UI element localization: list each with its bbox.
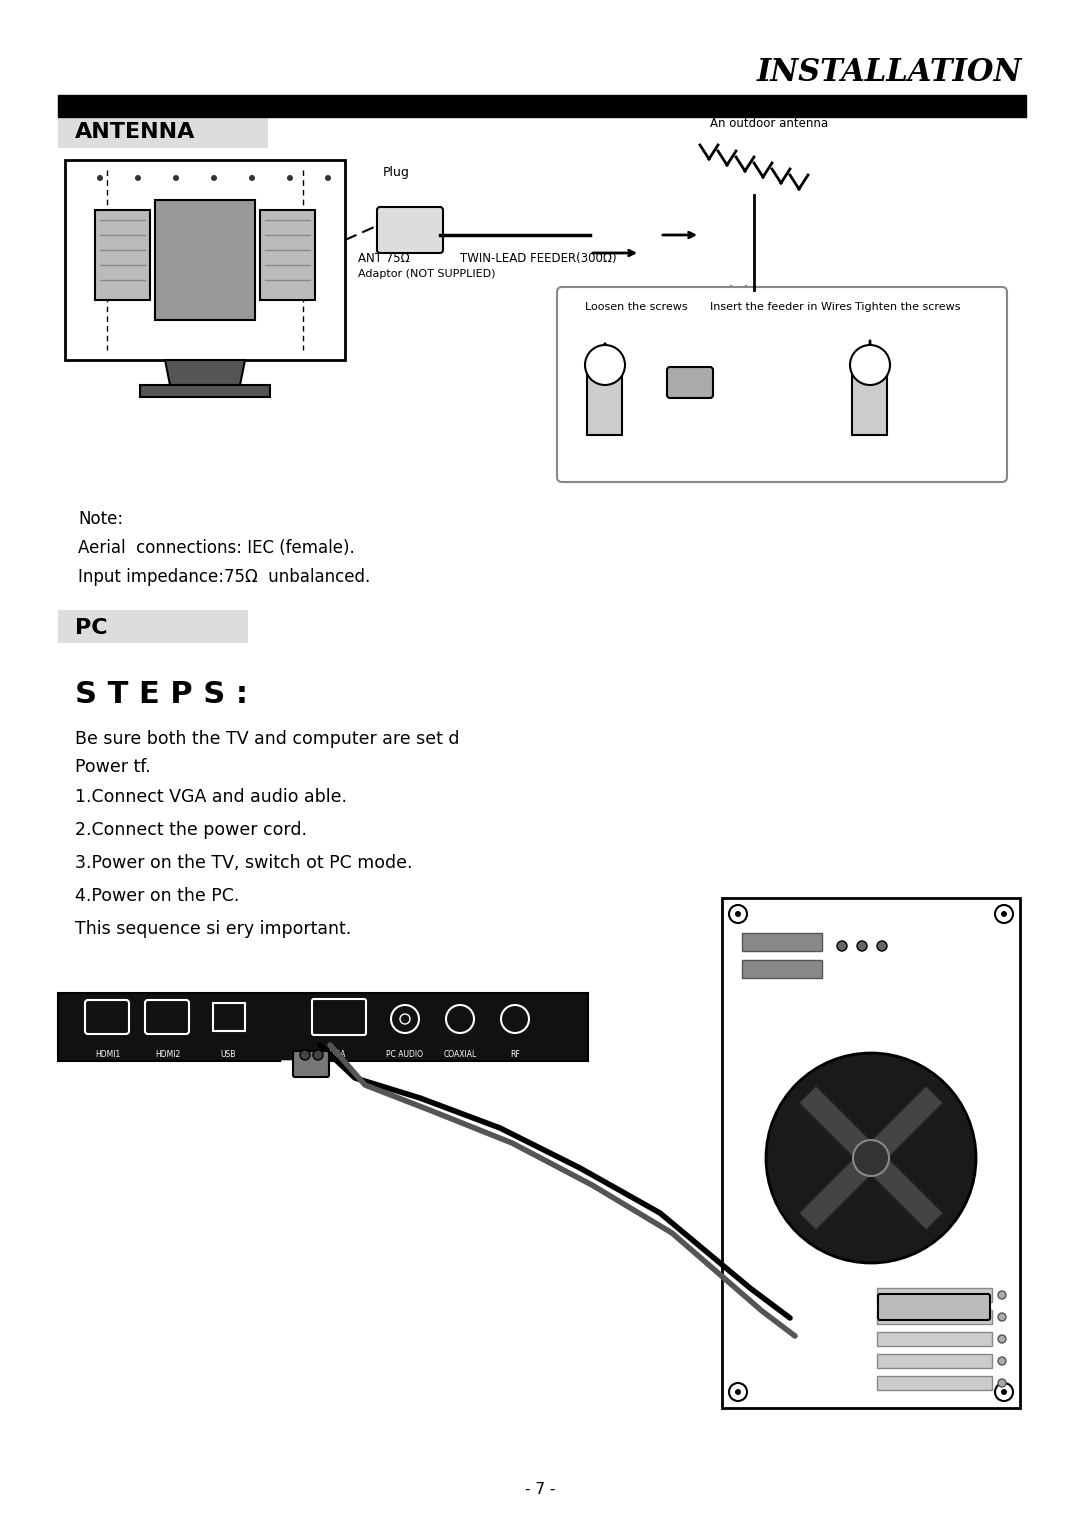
Bar bbox=[742, 961, 822, 977]
FancyBboxPatch shape bbox=[557, 287, 1007, 483]
Bar bbox=[877, 1375, 993, 1390]
Text: Plug: Plug bbox=[383, 166, 410, 179]
Text: S T E P S :: S T E P S : bbox=[75, 679, 248, 710]
Circle shape bbox=[837, 941, 847, 952]
Circle shape bbox=[858, 941, 867, 952]
Circle shape bbox=[998, 1334, 1005, 1344]
Text: ANTENNA: ANTENNA bbox=[75, 123, 195, 142]
Bar bbox=[742, 934, 822, 952]
Circle shape bbox=[135, 176, 141, 182]
Circle shape bbox=[313, 1050, 323, 1061]
Text: INSTALLATION: INSTALLATION bbox=[757, 57, 1022, 88]
Circle shape bbox=[877, 941, 887, 952]
Text: RF: RF bbox=[510, 1050, 519, 1059]
Bar bbox=[877, 1331, 993, 1347]
Circle shape bbox=[735, 911, 741, 917]
Text: Loosen the screws: Loosen the screws bbox=[585, 303, 688, 312]
Bar bbox=[65, 160, 345, 360]
Bar bbox=[877, 1288, 993, 1303]
Bar bbox=[260, 210, 315, 300]
Polygon shape bbox=[799, 1086, 943, 1230]
Text: HDMI1: HDMI1 bbox=[95, 1050, 121, 1059]
Circle shape bbox=[998, 1291, 1005, 1300]
Text: An outdoor antenna: An outdoor antenna bbox=[710, 117, 828, 130]
Text: Be sure both the TV and computer are set d
Power tf.: Be sure both the TV and computer are set… bbox=[75, 729, 459, 776]
FancyBboxPatch shape bbox=[293, 1052, 329, 1077]
Circle shape bbox=[998, 1357, 1005, 1365]
Text: USB: USB bbox=[220, 1050, 235, 1059]
Text: 2.Connect the power cord.: 2.Connect the power cord. bbox=[75, 822, 307, 840]
Text: This sequence si ery important.: This sequence si ery important. bbox=[75, 920, 351, 938]
Text: PC AUDIO: PC AUDIO bbox=[387, 1050, 423, 1059]
Circle shape bbox=[735, 1389, 741, 1395]
Text: Tighten the screws: Tighten the screws bbox=[855, 303, 960, 312]
Circle shape bbox=[249, 176, 255, 182]
Text: 1.Connect VGA and audio able.: 1.Connect VGA and audio able. bbox=[75, 788, 347, 806]
Circle shape bbox=[325, 176, 330, 182]
Circle shape bbox=[300, 1050, 310, 1061]
FancyBboxPatch shape bbox=[878, 1294, 990, 1319]
Circle shape bbox=[766, 1053, 976, 1263]
Text: Note:
Aerial  connections: IEC (female).
Input impedance:75Ω  unbalanced.: Note: Aerial connections: IEC (female). … bbox=[78, 510, 370, 587]
Circle shape bbox=[1001, 911, 1007, 917]
Bar bbox=[877, 1310, 993, 1324]
Text: COAXIAL: COAXIAL bbox=[444, 1050, 476, 1059]
Bar bbox=[140, 384, 270, 396]
Circle shape bbox=[173, 176, 179, 182]
Circle shape bbox=[853, 1139, 889, 1176]
Text: PC: PC bbox=[75, 617, 108, 638]
Bar bbox=[58, 95, 1026, 117]
Bar bbox=[95, 210, 150, 300]
Bar bbox=[58, 993, 588, 1061]
Circle shape bbox=[287, 176, 293, 182]
FancyBboxPatch shape bbox=[58, 610, 248, 643]
FancyBboxPatch shape bbox=[667, 368, 713, 398]
Bar bbox=[213, 1003, 245, 1030]
Polygon shape bbox=[799, 1086, 943, 1230]
Circle shape bbox=[998, 1378, 1005, 1387]
Bar bbox=[156, 200, 255, 321]
Text: Insert the feeder in Wires: Insert the feeder in Wires bbox=[710, 303, 852, 312]
Bar bbox=[723, 899, 1020, 1409]
Circle shape bbox=[850, 345, 890, 384]
FancyBboxPatch shape bbox=[58, 115, 268, 148]
Text: TWIN-LEAD FEEDER(300Ω): TWIN-LEAD FEEDER(300Ω) bbox=[460, 253, 617, 265]
Circle shape bbox=[211, 176, 217, 182]
Text: 3.Power on the TV, switch ot PC mode.: 3.Power on the TV, switch ot PC mode. bbox=[75, 853, 413, 871]
Text: VGA: VGA bbox=[329, 1050, 347, 1059]
Polygon shape bbox=[275, 1061, 325, 1092]
Text: An indoor antenna: An indoor antenna bbox=[710, 284, 820, 298]
Text: CATV net: CATV net bbox=[710, 303, 764, 315]
Text: - 7 -: - 7 - bbox=[525, 1483, 555, 1498]
Text: HDMI2: HDMI2 bbox=[156, 1050, 180, 1059]
Text: Adaptor (NOT SUPPLIED): Adaptor (NOT SUPPLIED) bbox=[357, 269, 496, 278]
Bar bbox=[588, 365, 622, 436]
Circle shape bbox=[97, 176, 103, 182]
Bar bbox=[877, 1354, 993, 1368]
Text: ANT 75Ω: ANT 75Ω bbox=[357, 253, 409, 265]
Circle shape bbox=[1001, 1389, 1007, 1395]
Circle shape bbox=[998, 1313, 1005, 1321]
Text: 4.Power on the PC.: 4.Power on the PC. bbox=[75, 887, 240, 905]
FancyBboxPatch shape bbox=[377, 207, 443, 253]
Bar bbox=[852, 365, 887, 436]
Polygon shape bbox=[165, 360, 245, 384]
Circle shape bbox=[585, 345, 625, 384]
